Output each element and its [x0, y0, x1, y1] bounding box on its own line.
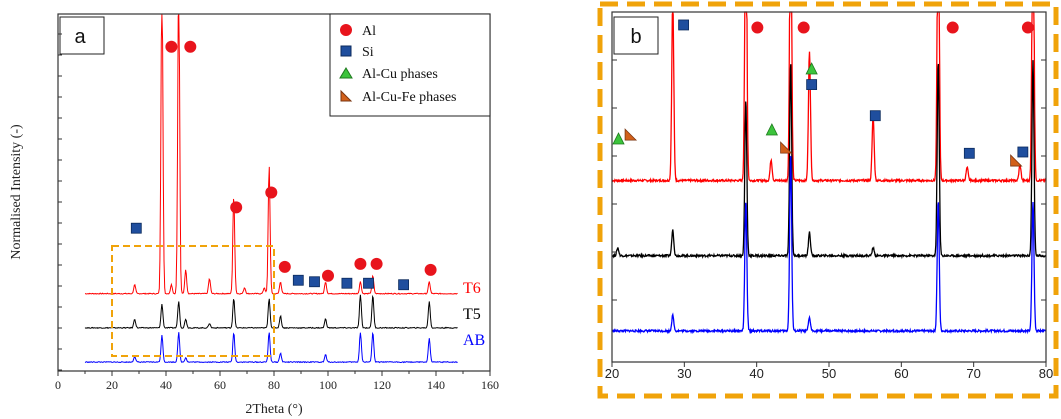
panel-b: 20 30 40 50 60 70 80 b	[597, 1, 1059, 399]
x-tick-label: 80	[268, 378, 280, 392]
panel-b-label-box	[613, 16, 659, 55]
panel-a-markers	[130, 40, 437, 291]
al-marker	[946, 21, 959, 34]
si-marker	[1017, 146, 1029, 158]
si-marker	[963, 147, 975, 159]
alcu-triangle-icon	[339, 67, 353, 79]
x-tick-label: 140	[427, 378, 445, 392]
alcufe-marker	[780, 141, 793, 154]
x-tick-label: 160	[481, 378, 499, 392]
series-line-ab	[611, 156, 1047, 335]
si-marker	[341, 277, 353, 289]
legend-label-alcu: Al-Cu phases	[362, 67, 438, 82]
si-marker	[398, 279, 410, 291]
legend-label-al: Al	[362, 24, 376, 39]
alcufe-marker	[1010, 154, 1023, 167]
al-marker	[322, 269, 334, 282]
x-tick-label: 70	[966, 366, 980, 381]
legend-box	[329, 13, 491, 117]
panel-b-highlight-frame	[597, 1, 1059, 399]
x-tick-label: 120	[373, 378, 391, 392]
panel-b-curves	[611, 11, 1047, 335]
al-marker	[370, 257, 383, 270]
al-marker	[424, 263, 437, 276]
x-tick-label: 50	[822, 366, 836, 381]
al-marker	[265, 186, 278, 199]
al-marker	[354, 257, 367, 270]
al-circle-icon	[340, 24, 352, 36]
alcu-marker	[805, 62, 818, 75]
si-marker	[678, 19, 690, 31]
legend-label-alcufe: Al-Cu-Fe phases	[362, 90, 457, 105]
al-marker	[165, 40, 178, 53]
al-marker	[230, 201, 243, 214]
alcu-marker	[612, 132, 625, 145]
panel-a-xlabel: 2Theta (°)	[245, 402, 303, 417]
panel-a-label: a	[74, 26, 86, 48]
al-marker	[278, 260, 291, 273]
x-tick-label: 40	[749, 366, 763, 381]
curve-label-ab: AB	[463, 332, 485, 349]
al-marker	[1021, 21, 1034, 34]
x-tick-label: 0	[55, 378, 61, 392]
series-line-t5	[84, 294, 458, 329]
x-tick-label: 60	[894, 366, 908, 381]
x-tick-label: 30	[677, 366, 691, 381]
panel-b-x-axis: 20 30 40 50 60 70 80	[605, 362, 1053, 381]
panel-b-plot-frame	[611, 11, 1047, 363]
al-marker	[184, 40, 197, 53]
panel-a-curves	[84, 13, 458, 364]
panel-a-legend: Al Si Al-Cu phases Al-Cu-Fe phases	[329, 13, 491, 117]
x-tick-label: 20	[605, 366, 619, 381]
series-line-ab	[84, 331, 458, 364]
legend-label-si: Si	[362, 45, 374, 60]
alcufe-marker	[624, 128, 638, 141]
panel-b-markers	[612, 19, 1034, 167]
curve-label-t6: T6	[463, 280, 481, 297]
alcu-marker	[765, 123, 779, 136]
si-marker	[363, 277, 374, 289]
series-line-t6	[84, 13, 458, 295]
panel-a-ylabel: Normalised Intensity (-)	[9, 124, 24, 260]
al-marker	[751, 21, 764, 34]
si-marker	[309, 276, 320, 288]
x-tick-label: 100	[319, 378, 337, 392]
series-line-t5	[611, 60, 1047, 260]
panel-b-label: b	[630, 26, 641, 48]
x-tick-label: 80	[1039, 366, 1053, 381]
al-marker	[797, 21, 810, 34]
si-marker	[292, 274, 304, 286]
si-square-icon	[340, 45, 352, 57]
si-marker	[130, 222, 142, 234]
curve-label-t5: T5	[463, 306, 481, 323]
panel-a-label-box	[59, 16, 105, 55]
series-line-t6	[611, 11, 1047, 184]
alcufe-triangle-icon	[340, 89, 353, 102]
panel-a: Normalised Intensity (-) a 0 20 40 60 80 100 1…	[9, 13, 499, 417]
si-marker	[806, 79, 818, 90]
x-tick-label: 40	[160, 378, 172, 392]
x-tick-label: 20	[106, 378, 118, 392]
x-tick-label: 60	[214, 378, 226, 392]
panel-b-y-ticks	[612, 59, 1046, 301]
si-marker	[869, 110, 881, 122]
panel-a-highlight-box	[111, 245, 275, 357]
panel-a-x-axis: 0 20 40 60 80 100 120 140 160	[55, 33, 499, 392]
